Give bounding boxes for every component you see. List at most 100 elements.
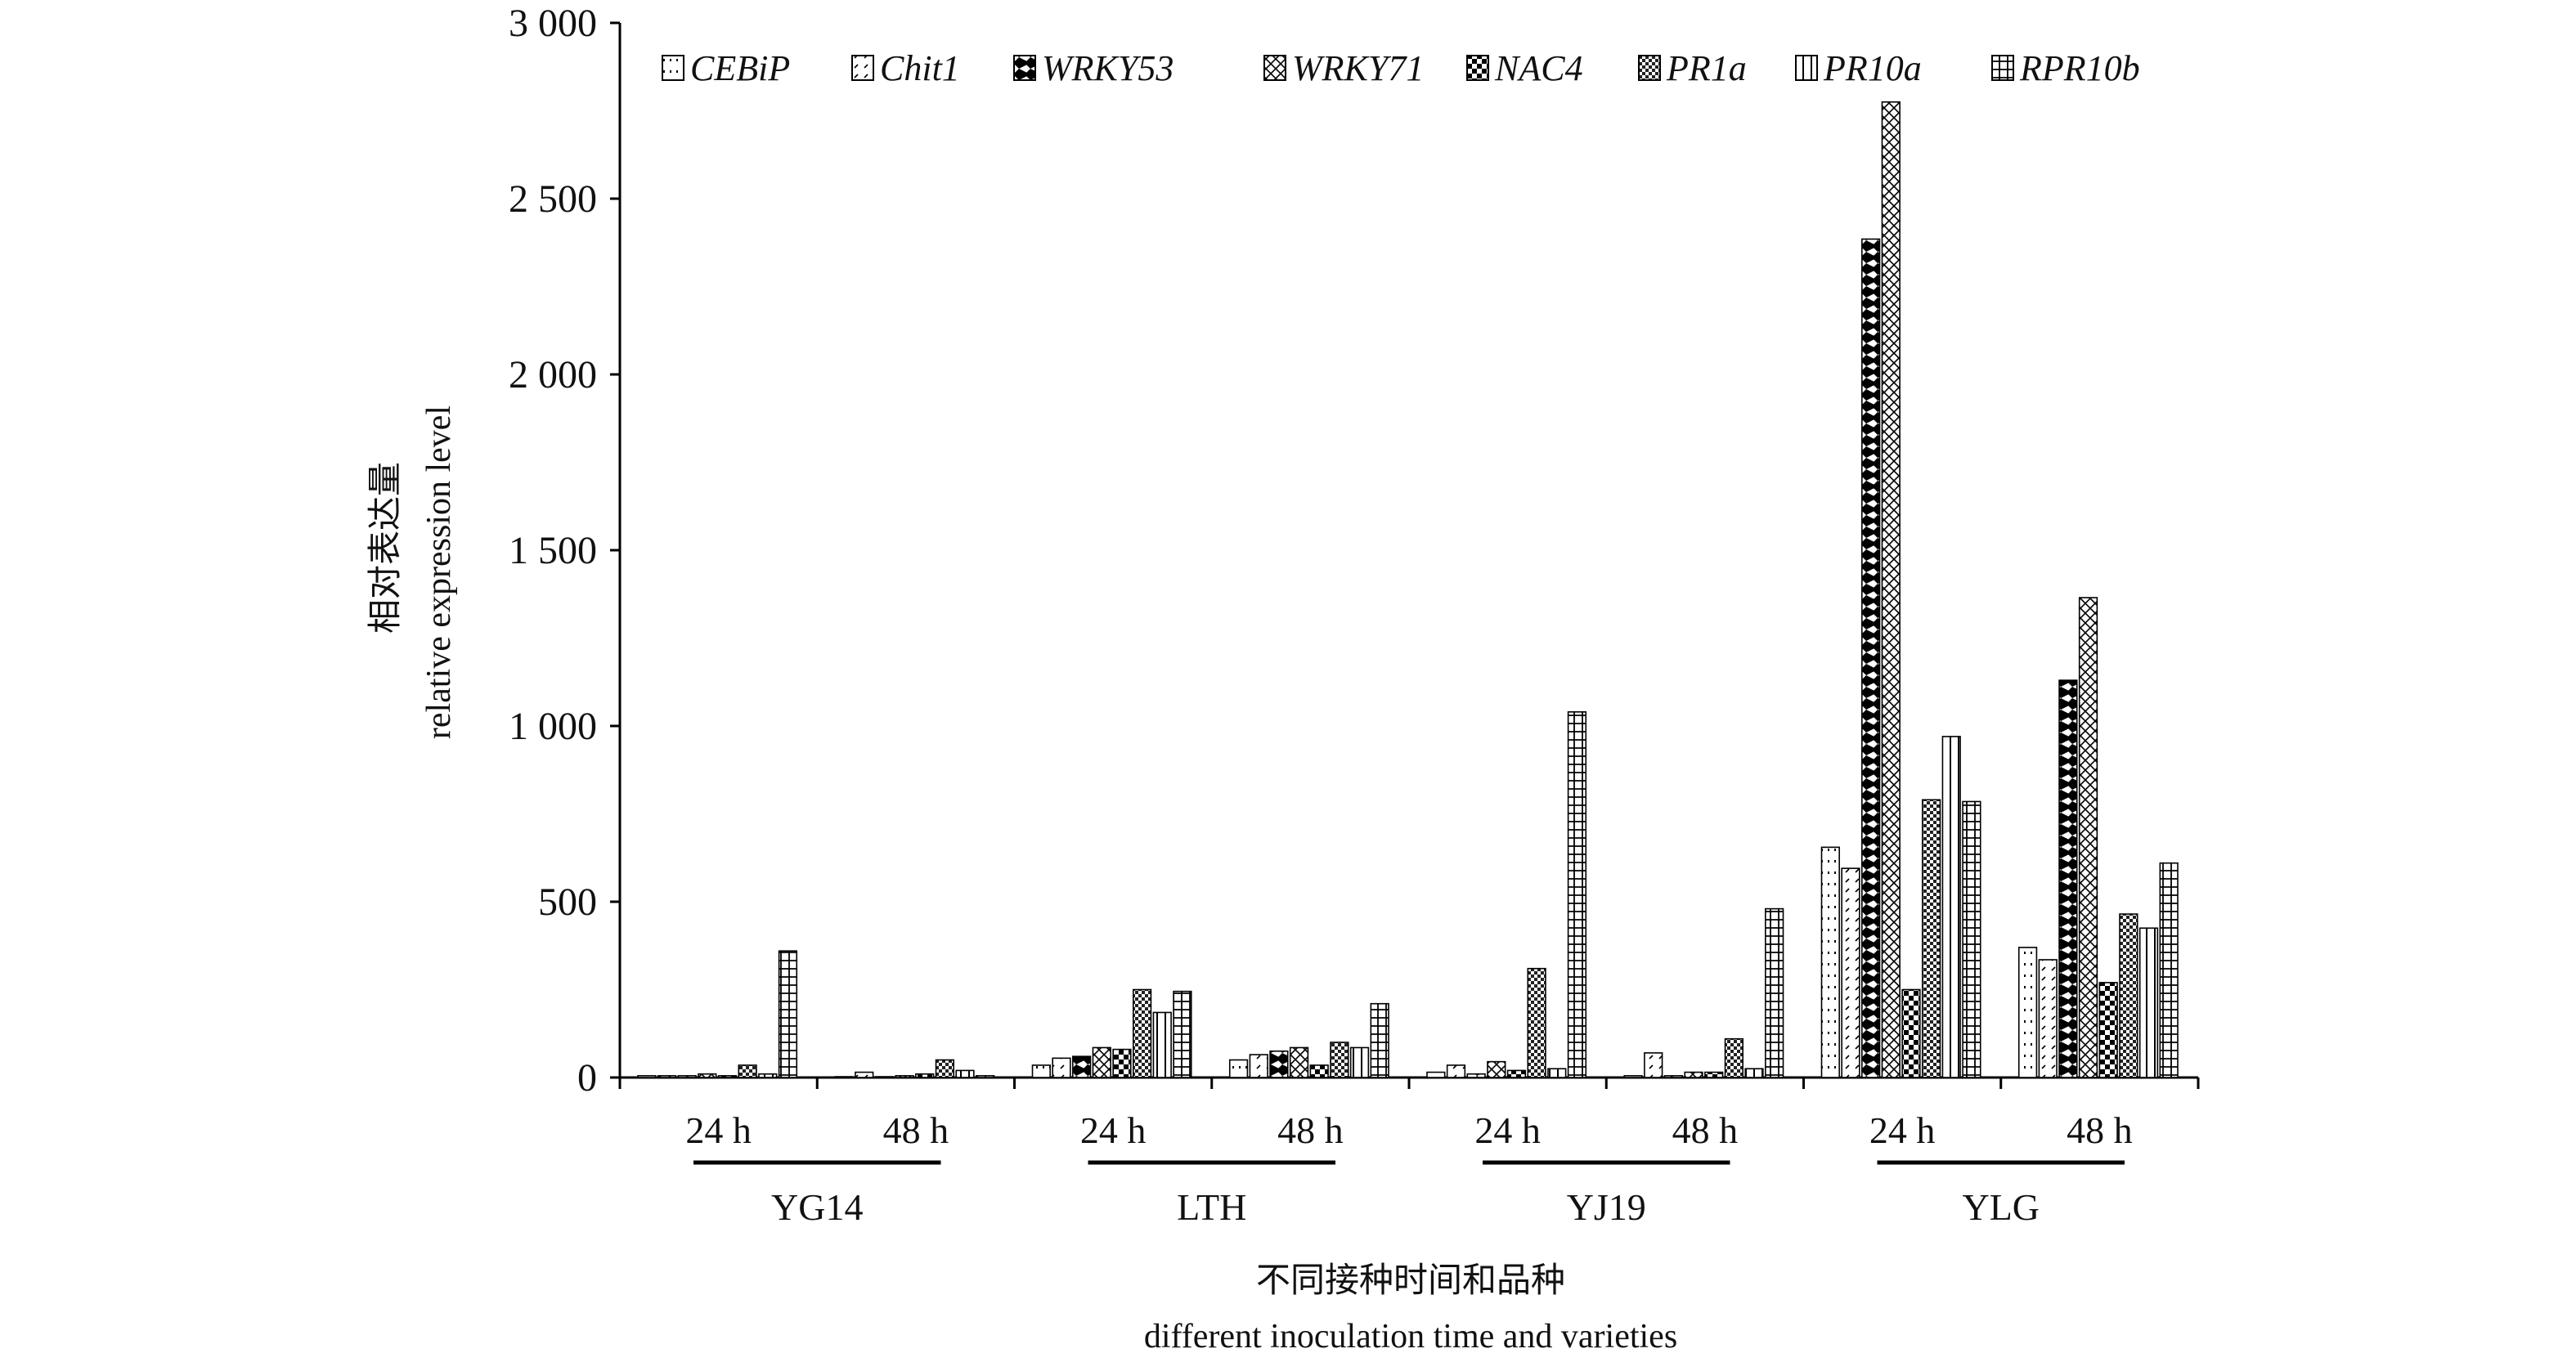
x-tick-label-time: 48 h — [2067, 1109, 2133, 1151]
y-tick-label: 1 500 — [509, 529, 597, 572]
bar-cebip-7 — [2017, 947, 2038, 1078]
x-tick-label-time: 48 h — [1277, 1109, 1344, 1151]
x-axis-title-en: different inoculation time and varieties — [1144, 1318, 1677, 1355]
x-tick-label-time: 24 h — [685, 1109, 752, 1151]
bar-wrky71-0 — [698, 1073, 717, 1078]
bars — [637, 101, 2179, 1078]
bar-chit1-4 — [1446, 1064, 1466, 1078]
bar-nac4-6 — [1901, 988, 1921, 1078]
bar-pr1a-7 — [2119, 913, 2138, 1078]
x-tick-labels: 24 h 48 h 24 h 48 h 24 h 48 h 24 h 48 h YG14 LTH Y… — [685, 1109, 2132, 1228]
bar-pr10a-1 — [955, 1069, 975, 1078]
x-group-label-variety: LTH — [1177, 1186, 1246, 1228]
x-group-label-variety: YJ19 — [1567, 1186, 1646, 1228]
bar-wrky71-6 — [1881, 101, 1901, 1078]
legend-label-pr1a: PR1a — [1666, 48, 1747, 88]
y-axis-title-en: relative expression level — [420, 405, 458, 739]
legend-label-chit1: Chit1 — [880, 48, 960, 88]
bar-pr1a-1 — [935, 1059, 954, 1078]
legend-label-wrky71: WRKY71 — [1292, 48, 1424, 88]
x-axis-title-cn: 不同接种时间和品种 — [1256, 1262, 1565, 1300]
bar-chit1-0 — [657, 1075, 677, 1078]
bar-nac4-2 — [1112, 1048, 1132, 1078]
legend-swatch-chit1 — [851, 55, 874, 81]
bar-cebip-2 — [1031, 1064, 1051, 1078]
bar-pr1a-0 — [738, 1064, 757, 1078]
legend-label-cebip: CEBiP — [690, 48, 790, 88]
bar-wrky71-3 — [1289, 1046, 1309, 1078]
bar-rpr10b-4 — [1567, 710, 1587, 1078]
bar-rpr10b-3 — [1370, 1002, 1389, 1078]
bar-pr1a-6 — [1921, 799, 1941, 1078]
y-axis-title-cn: 相对表达量 — [367, 462, 405, 634]
bar-pr1a-4 — [1527, 967, 1546, 1078]
legend-swatch-cebip — [662, 55, 684, 81]
legend-swatch-pr1a — [1638, 55, 1661, 81]
bar-cebip-6 — [1820, 846, 1840, 1078]
x-tick-label-time: 48 h — [883, 1109, 949, 1151]
x-tick-label-time: 48 h — [1672, 1109, 1739, 1151]
bar-chit1-2 — [1052, 1057, 1071, 1078]
y-tick-label: 2 000 — [509, 353, 597, 397]
bar-chit1-6 — [1841, 867, 1860, 1078]
bar-cebip-1 — [834, 1076, 854, 1078]
legend-swatch-rpr10b — [1991, 55, 2014, 81]
x-group-label-variety: YLG — [1962, 1186, 2040, 1228]
bar-chit1-5 — [1644, 1052, 1663, 1078]
legend-label-pr10a: PR10a — [1823, 48, 1922, 88]
legend-label-wrky53: WRKY53 — [1042, 48, 1174, 88]
x-tick-label-time: 24 h — [1474, 1109, 1541, 1151]
bar-rpr10b-6 — [1962, 800, 1981, 1078]
bar-chit1-1 — [855, 1071, 874, 1078]
bar-rpr10b-7 — [2159, 862, 2179, 1078]
bar-wrky71-5 — [1684, 1071, 1703, 1078]
axes: 0 500 1 000 1 500 2 000 2 500 3 000 — [509, 2, 2200, 1100]
bar-wrky53-5 — [1663, 1075, 1684, 1078]
y-tick-label: 500 — [538, 880, 597, 924]
x-tick-label-time: 24 h — [1869, 1109, 1936, 1151]
bar-pr10a-3 — [1349, 1046, 1370, 1078]
bar-rpr10b-2 — [1173, 990, 1192, 1078]
bar-nac4-7 — [2098, 982, 2118, 1078]
bar-pr10a-0 — [758, 1073, 778, 1078]
bar-pr1a-5 — [1724, 1037, 1744, 1078]
bar-chit1-7 — [2038, 959, 2058, 1078]
bar-wrky71-2 — [1092, 1046, 1111, 1078]
bar-pr1a-2 — [1132, 988, 1152, 1078]
bar-nac4-0 — [717, 1075, 738, 1078]
bar-pr10a-5 — [1744, 1068, 1764, 1078]
bar-wrky53-2 — [1072, 1055, 1092, 1078]
bar-nac4-1 — [915, 1073, 935, 1078]
bar-nac4-3 — [1309, 1064, 1329, 1078]
bar-wrky71-7 — [2078, 597, 2098, 1078]
bar-pr10a-2 — [1152, 1011, 1172, 1078]
bar-wrky53-6 — [1861, 238, 1881, 1078]
bar-cebip-4 — [1426, 1071, 1446, 1078]
legend-swatch-pr10a — [1795, 55, 1818, 81]
bar-wrky53-1 — [874, 1076, 895, 1078]
bar-wrky53-3 — [1269, 1050, 1289, 1078]
bar-chit1-3 — [1249, 1054, 1268, 1078]
bar-cebip-5 — [1623, 1075, 1643, 1078]
y-tick-label: 3 000 — [509, 2, 597, 45]
bar-wrky53-7 — [2058, 679, 2078, 1078]
legend-swatch-nac4 — [1466, 55, 1489, 81]
bar-wrky71-1 — [895, 1075, 914, 1078]
bar-pr10a-7 — [2138, 927, 2159, 1078]
bar-rpr10b-1 — [976, 1075, 995, 1078]
bar-rpr10b-5 — [1765, 907, 1784, 1078]
bar-cebip-0 — [637, 1075, 657, 1078]
bar-nac4-4 — [1506, 1069, 1527, 1078]
bar-wrky53-4 — [1466, 1073, 1486, 1078]
bar-cebip-3 — [1228, 1059, 1249, 1078]
x-group-label-variety: YG14 — [771, 1186, 863, 1228]
legend-label-rpr10b: RPR10b — [2019, 48, 2140, 88]
legend: CEBiP Chit1 WRKY53 WRKY71 NAC4 PR1a PR10a RPR10… — [662, 48, 2140, 88]
y-tick-label: 1 000 — [509, 705, 597, 748]
y-tick-label: 2 500 — [509, 177, 597, 221]
bar-wrky53-0 — [677, 1075, 697, 1078]
y-tick-label: 0 — [577, 1056, 597, 1100]
bar-pr1a-3 — [1330, 1042, 1349, 1078]
